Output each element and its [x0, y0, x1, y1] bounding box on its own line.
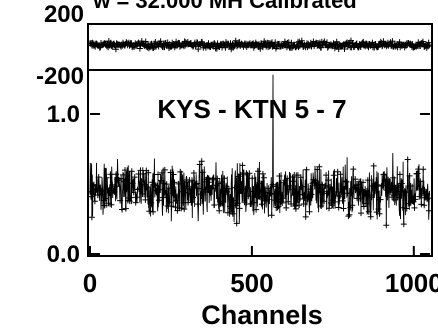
bottom-panel-frame [87, 69, 433, 257]
top-panel: 200 -200 [36, 1, 433, 90]
top-panel-markers [87, 37, 433, 53]
bottom-panel-y-ticks: 1.0 0.0 [47, 101, 430, 268]
bottom-panel: KYS - KTN 5 - 7 1.0 0.0 0 500 1000 Channels [47, 69, 438, 330]
bottom-y-tick-label: 0.0 [47, 241, 80, 268]
bottom-x-tick-label: 1000 [385, 268, 438, 298]
bottom-x-tick-label: 500 [230, 268, 273, 298]
bottom-series-markers [87, 156, 432, 229]
top-panel-y-ticks: 200 -200 [36, 1, 84, 90]
top-y-tick-label: 200 [44, 1, 84, 28]
header-text: w = 32.000 MH Calibrated [92, 0, 357, 13]
bottom-panel-series [87, 74, 432, 229]
top-panel-points [87, 37, 433, 53]
x-axis-label: Channels [201, 300, 323, 330]
top-y-tick-label: -200 [36, 63, 84, 90]
bottom-y-tick-label: 1.0 [47, 101, 80, 128]
bottom-x-tick-label: 0 [83, 268, 97, 298]
bottom-panel-x-ticks: 0 500 1000 [83, 246, 438, 298]
panel-annotation: KYS - KTN 5 - 7 [157, 94, 346, 124]
